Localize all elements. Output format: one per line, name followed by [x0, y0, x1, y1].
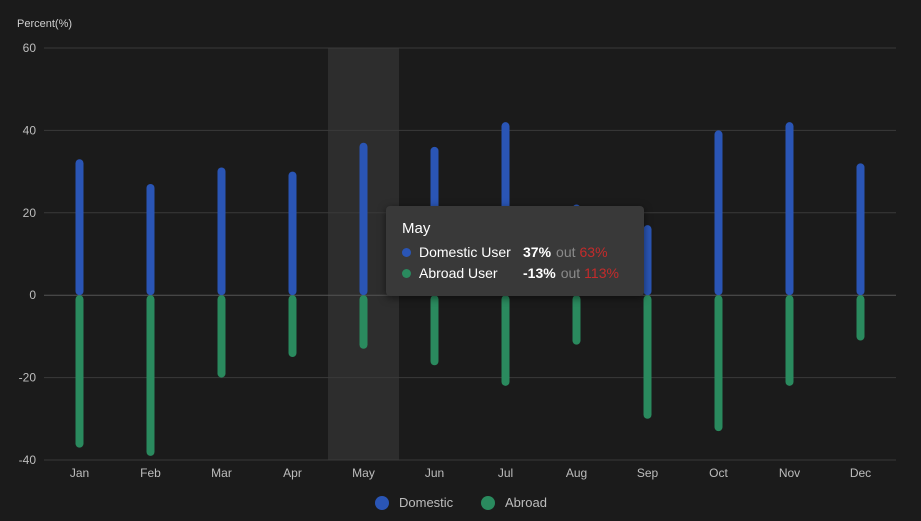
tooltip-value: 37%	[523, 244, 552, 260]
bar-abroad-apr[interactable]	[288, 295, 297, 357]
y-tick-label: 40	[23, 123, 37, 137]
x-tick-label: Jun	[425, 466, 444, 480]
tooltip-value: -13%	[523, 265, 556, 281]
bar-domestic-jan[interactable]	[75, 159, 84, 296]
tooltip-series-name: Domestic User	[419, 244, 511, 260]
x-tick-label: May	[352, 466, 375, 480]
legend-dot-icon	[481, 496, 495, 510]
bar-domestic-may[interactable]	[359, 142, 368, 296]
x-tick-label: Jan	[70, 466, 89, 480]
tooltip-row-domestic: Domestic User 37% out 63%	[402, 242, 628, 263]
bar-domestic-apr[interactable]	[288, 171, 297, 296]
bar-abroad-oct[interactable]	[714, 295, 723, 432]
tooltip-series-name: Abroad User	[419, 265, 498, 281]
bar-domestic-sep[interactable]	[643, 225, 652, 296]
bar-abroad-mar[interactable]	[217, 295, 226, 378]
x-tick-label: Feb	[140, 466, 161, 480]
y-tick-label: 20	[23, 206, 37, 220]
tooltip: May Domestic User 37% out 63% Abroad Use…	[386, 206, 644, 296]
bar-abroad-jul[interactable]	[501, 295, 510, 386]
x-tick-label: Mar	[211, 466, 232, 480]
tooltip-out-label: out	[556, 244, 576, 260]
tooltip-out-value: 63%	[579, 244, 608, 260]
x-tick-label: Dec	[850, 466, 871, 480]
bar-abroad-feb[interactable]	[146, 295, 155, 456]
x-tick-label: Apr	[283, 466, 302, 480]
y-tick-label: 0	[29, 288, 36, 302]
x-tick-label: Jul	[498, 466, 513, 480]
legend-label: Domestic	[399, 495, 454, 510]
tooltip-out-label: out	[560, 265, 581, 281]
y-tick-label: -20	[19, 371, 37, 385]
domestic-dot-icon	[402, 248, 411, 257]
x-tick-label: Sep	[637, 466, 659, 480]
legend-item-domestic[interactable]: Domestic	[375, 495, 454, 510]
bar-abroad-jun[interactable]	[430, 295, 439, 366]
legend-dot-icon	[375, 496, 389, 510]
bar-abroad-aug[interactable]	[572, 295, 581, 345]
abroad-dot-icon	[402, 269, 411, 278]
y-tick-label: -40	[19, 453, 37, 467]
tooltip-out-value: 113%	[584, 265, 619, 281]
tooltip-title: May	[402, 220, 431, 237]
bar-abroad-nov[interactable]	[785, 295, 794, 386]
x-tick-label: Aug	[566, 466, 587, 480]
bar-domestic-feb[interactable]	[146, 183, 155, 296]
bar-abroad-may[interactable]	[359, 295, 368, 349]
bar-domestic-dec[interactable]	[856, 163, 865, 296]
x-tick-label: Nov	[779, 466, 800, 480]
y-tick-label: 60	[23, 41, 37, 55]
bar-domestic-nov[interactable]	[785, 122, 794, 296]
legend-item-abroad[interactable]: Abroad	[481, 495, 547, 510]
x-tick-label: Oct	[709, 466, 728, 480]
legend-label: Abroad	[505, 495, 547, 510]
y-axis-title: Percent(%)	[17, 18, 72, 30]
tooltip-row-abroad: Abroad User -13% out 113%	[402, 263, 628, 284]
bar-abroad-jan[interactable]	[75, 295, 84, 448]
bar-abroad-sep[interactable]	[643, 295, 652, 419]
bar-domestic-oct[interactable]	[714, 130, 723, 296]
bar-abroad-dec[interactable]	[856, 295, 865, 341]
bar-domestic-mar[interactable]	[217, 167, 226, 296]
